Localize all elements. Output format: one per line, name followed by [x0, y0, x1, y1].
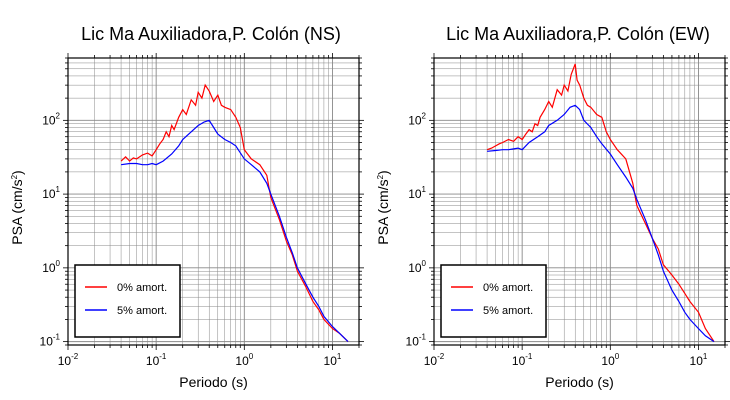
legend-label-undamped: 0% amort.: [483, 282, 533, 294]
y-axis-label: PSA (cm/s2): [375, 170, 391, 244]
series-line-damped: [121, 119, 349, 343]
tick-marks: [429, 53, 730, 350]
x-tick-label: 101: [324, 352, 342, 368]
y-tick-label: 100: [408, 259, 426, 275]
x-tick-label: 100: [601, 352, 619, 368]
x-tick-label: 10-2: [424, 352, 445, 368]
tick-marks: [63, 53, 364, 350]
y-tick-label: 101: [42, 185, 60, 201]
y-tick-label: 10-1: [406, 333, 427, 349]
legend-label-undamped: 0% amort.: [117, 282, 167, 294]
legend-label-damped: 5% amort.: [117, 305, 167, 317]
series-line-undamped: [120, 83, 349, 343]
series-line-undamped: [486, 63, 715, 342]
x-tick-label: 101: [690, 352, 708, 368]
x-axis-label: Periodo (s): [179, 374, 247, 390]
legend-label-damped: 5% amort.: [483, 305, 533, 317]
chart-title: Lic Ma Auxiliadora,P. Colón (EW): [446, 24, 710, 44]
x-axis-label: Periodo (s): [545, 374, 613, 390]
legend-box: [74, 264, 181, 338]
y-tick-label: 101: [408, 185, 426, 201]
x-tick-label: 100: [235, 352, 253, 368]
x-tick-label: 10-1: [512, 352, 533, 368]
y-tick-label: 100: [42, 259, 60, 275]
series-line-damped: [487, 104, 715, 343]
y-tick-label: 102: [408, 111, 426, 127]
y-axis-label: PSA (cm/s2): [9, 170, 25, 244]
x-tick-label: 10-2: [58, 352, 79, 368]
chart-ew: Lic Ma Auxiliadora,P. Colón (EW) 10-2 10-1…: [375, 24, 730, 390]
y-tick-label: 10-1: [40, 333, 61, 349]
chart-ns: Lic Ma Auxiliadora,P. Colón (NS) 10-2 10-1…: [9, 24, 364, 390]
chart-title: Lic Ma Auxiliadora,P. Colón (NS): [81, 24, 341, 44]
legend-box: [440, 264, 547, 338]
legend: 0% amort. 5% amort.: [74, 264, 181, 338]
y-tick-label: 102: [42, 111, 60, 127]
legend: 0% amort. 5% amort.: [440, 264, 547, 338]
x-tick-label: 10-1: [146, 352, 167, 368]
grid: [67, 57, 360, 346]
